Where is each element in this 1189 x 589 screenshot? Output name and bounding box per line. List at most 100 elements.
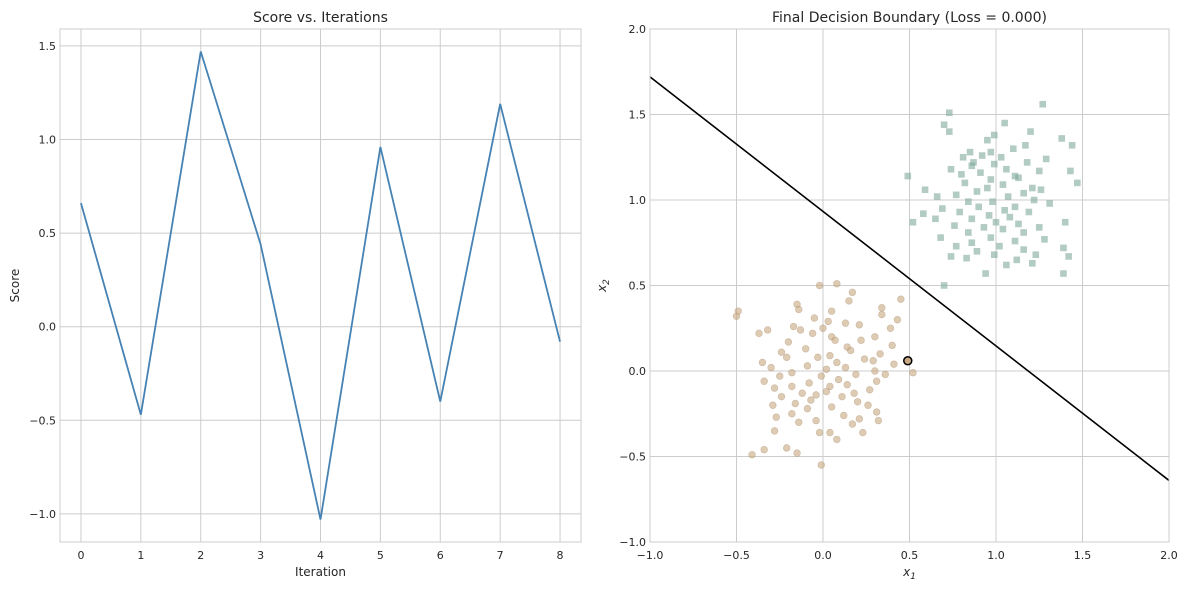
class-1-point — [1060, 270, 1067, 277]
class-0-point — [815, 281, 824, 290]
class-0-point — [814, 353, 822, 362]
class-0-point — [760, 445, 768, 454]
class-0-point — [874, 416, 883, 425]
score-chart-x-ticks: 0 1 2 3 4 5 6 7 8 — [77, 549, 563, 562]
class-0-point — [815, 428, 824, 437]
class-0-point — [795, 305, 803, 314]
y-tick-label: −1.0 — [29, 508, 56, 521]
class-1-point — [952, 191, 960, 199]
y-tick-label: 1.5 — [629, 109, 647, 122]
class-1-point — [1011, 172, 1019, 180]
class-0-point — [833, 280, 841, 288]
class-1-point — [1010, 145, 1017, 152]
class-0-point — [755, 329, 763, 338]
class-1-point — [1065, 253, 1072, 260]
x-tick-label: −0.5 — [723, 549, 750, 562]
y-tick-label: 0.5 — [39, 227, 57, 240]
class-1-point — [984, 136, 991, 144]
y-label-main: x — [595, 284, 609, 293]
x-tick-label: 1.5 — [1074, 549, 1092, 562]
class-0-point — [769, 401, 777, 409]
class-0-point — [808, 329, 817, 338]
class-0-point — [767, 363, 775, 372]
class-0-point — [853, 398, 862, 406]
class-0-point — [840, 411, 848, 420]
class-0-point — [788, 369, 796, 377]
class-0-point — [782, 444, 791, 452]
y-tick-label: 1.0 — [629, 194, 647, 207]
class-1-point — [937, 234, 944, 241]
class-1-point — [1030, 196, 1038, 204]
score-chart-x-label: Iteration — [295, 565, 346, 579]
class-0-point — [864, 401, 872, 409]
class-0-point — [801, 345, 810, 353]
class-1-point — [1011, 237, 1019, 245]
class-1-point — [1041, 236, 1048, 243]
class-0-point — [893, 316, 902, 324]
y-tick-label: 0.0 — [629, 365, 647, 378]
class-1-point — [1058, 135, 1066, 142]
class-1-point — [958, 171, 965, 178]
x-label-main: x — [902, 565, 911, 579]
class-1-point — [977, 169, 984, 176]
class-0-point — [822, 387, 831, 396]
class-0-point — [732, 312, 741, 320]
class-0-point — [772, 413, 780, 421]
class-1-point — [920, 210, 927, 217]
class-0-point — [748, 451, 756, 459]
class-1-point — [999, 181, 1007, 188]
class-1-point — [990, 131, 998, 139]
class-1-point — [945, 128, 953, 135]
class-1-point — [940, 121, 948, 129]
class-0-point — [876, 350, 884, 358]
x-label-subscript: 1 — [910, 572, 916, 582]
class-0-point — [869, 357, 877, 365]
class-0-point — [881, 370, 889, 379]
x-tick-label: 8 — [557, 549, 564, 562]
class-0-point — [763, 326, 772, 334]
class-0-point — [782, 353, 791, 362]
class-1-point — [1011, 203, 1019, 211]
score-chart: 0 1 2 3 4 5 6 7 8 −1.0 −0.5 0.0 0.5 1.0 1.5 Score vs.… — [8, 10, 582, 579]
class-1-point — [1003, 261, 1010, 269]
class-0-point — [795, 418, 803, 426]
class-1-point — [951, 222, 958, 229]
class-0-point — [758, 358, 767, 367]
class-1-point — [1027, 128, 1034, 135]
class-0-point — [871, 333, 879, 341]
class-0-point — [855, 415, 864, 423]
class-0-point — [845, 297, 853, 305]
class-1-point — [987, 148, 995, 156]
class-1-point — [975, 203, 982, 211]
class-1-point — [1029, 184, 1036, 192]
class-0-point — [788, 382, 796, 391]
class-0-point — [796, 326, 805, 334]
class-0-point — [798, 389, 806, 397]
class-0-point — [888, 341, 896, 350]
score-chart-y-label: Score — [8, 269, 22, 303]
score-chart-title: Score vs. Iterations — [253, 10, 388, 26]
class-0-point — [812, 391, 820, 399]
y-tick-label: 1.5 — [39, 40, 57, 53]
class-0-point — [789, 322, 798, 331]
class-0-point — [776, 372, 784, 380]
class-1-point — [973, 248, 981, 255]
class-1-point — [909, 218, 917, 226]
class-1-point — [933, 193, 941, 200]
x-tick-label: 3 — [257, 549, 264, 562]
y-tick-label: 0.5 — [629, 280, 647, 293]
class-0-point — [855, 321, 864, 329]
y-tick-label: 0.0 — [39, 321, 57, 334]
class-1-point — [961, 179, 969, 187]
class-0-point — [852, 370, 860, 379]
class-1-point — [959, 153, 967, 161]
class-1-point — [1006, 213, 1014, 221]
class-1-point — [987, 176, 995, 183]
class-1-point — [952, 242, 960, 250]
class-0-point — [831, 336, 839, 344]
score-chart-grid — [60, 29, 581, 542]
class-1-point — [921, 186, 929, 194]
class-0-point — [822, 365, 831, 373]
class-1-point — [1020, 189, 1027, 197]
